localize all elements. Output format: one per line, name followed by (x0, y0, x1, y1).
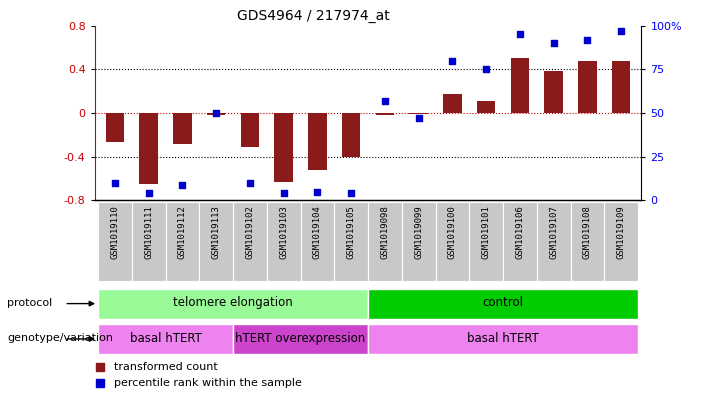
Point (379, 97, 390, 104)
Point (143, 190, 154, 196)
Bar (207, 113, 226, 115)
Point (447, 57, 458, 64)
Text: GSM1019113: GSM1019113 (212, 205, 221, 259)
Text: GSM1019107: GSM1019107 (549, 205, 558, 259)
Bar (240, 113, 259, 147)
Point (515, 31, 526, 37)
Text: genotype/variation: genotype/variation (7, 333, 113, 343)
Bar (334, 202, 368, 281)
Point (582, 37, 593, 43)
Text: GSM1019105: GSM1019105 (347, 205, 355, 259)
Point (412, 170, 423, 176)
Title: GDS4964 / 217974_at: GDS4964 / 217974_at (237, 9, 390, 23)
Bar (267, 202, 301, 281)
Text: GSM1019102: GSM1019102 (245, 205, 254, 259)
Text: transformed count: transformed count (114, 362, 217, 372)
Bar (233, 324, 368, 354)
Bar (106, 113, 124, 143)
Bar (233, 202, 267, 281)
Bar (477, 101, 496, 113)
Point (346, 190, 357, 196)
Point (413, 115, 424, 121)
Text: basal hTERT: basal hTERT (467, 332, 539, 345)
Text: basal hTERT: basal hTERT (130, 332, 201, 345)
Bar (510, 58, 529, 113)
Bar (368, 288, 638, 319)
Bar (612, 61, 630, 113)
Text: GSM1019111: GSM1019111 (144, 205, 153, 259)
Text: GSM1019108: GSM1019108 (583, 205, 592, 259)
Point (412, 318, 423, 324)
Bar (368, 202, 402, 281)
Text: GSM1019110: GSM1019110 (110, 205, 119, 259)
Bar (301, 202, 334, 281)
Bar (578, 61, 597, 113)
Bar (139, 113, 158, 184)
Bar (402, 202, 435, 281)
Text: hTERT overexpression: hTERT overexpression (236, 332, 366, 345)
Text: GSM1019100: GSM1019100 (448, 205, 457, 259)
Text: GSM1019103: GSM1019103 (279, 205, 288, 259)
Text: telomere elongation: telomere elongation (173, 296, 293, 309)
Text: GSM1019109: GSM1019109 (617, 205, 626, 259)
Bar (604, 202, 638, 281)
Text: GSM1019101: GSM1019101 (482, 205, 491, 259)
Point (244, 180, 255, 186)
Bar (409, 113, 428, 114)
Point (615, 28, 627, 34)
Text: protocol: protocol (7, 298, 53, 308)
Bar (537, 202, 571, 281)
Point (548, 40, 559, 46)
Bar (443, 94, 462, 113)
Bar (98, 288, 368, 319)
Text: GSM1019104: GSM1019104 (313, 205, 322, 259)
Point (481, 66, 492, 72)
Bar (368, 324, 638, 354)
Bar (199, 202, 233, 281)
Bar (376, 113, 394, 115)
Text: GSM1019112: GSM1019112 (178, 205, 187, 259)
Point (210, 110, 222, 116)
Point (177, 182, 188, 188)
Bar (98, 324, 233, 354)
Point (109, 180, 121, 186)
Bar (503, 202, 537, 281)
Point (312, 189, 323, 195)
Bar (165, 202, 199, 281)
Point (278, 190, 290, 196)
Bar (469, 202, 503, 281)
Text: GSM1019106: GSM1019106 (515, 205, 524, 259)
Bar (342, 113, 360, 157)
Bar (173, 113, 191, 143)
Bar (435, 202, 469, 281)
Text: control: control (482, 296, 524, 309)
Text: percentile rank within the sample: percentile rank within the sample (114, 378, 301, 388)
Bar (132, 202, 165, 281)
Bar (308, 113, 327, 170)
Bar (571, 202, 604, 281)
Bar (98, 202, 132, 281)
Text: GSM1019099: GSM1019099 (414, 205, 423, 259)
Text: GSM1019098: GSM1019098 (381, 205, 389, 259)
Bar (274, 113, 293, 182)
Bar (545, 72, 563, 113)
